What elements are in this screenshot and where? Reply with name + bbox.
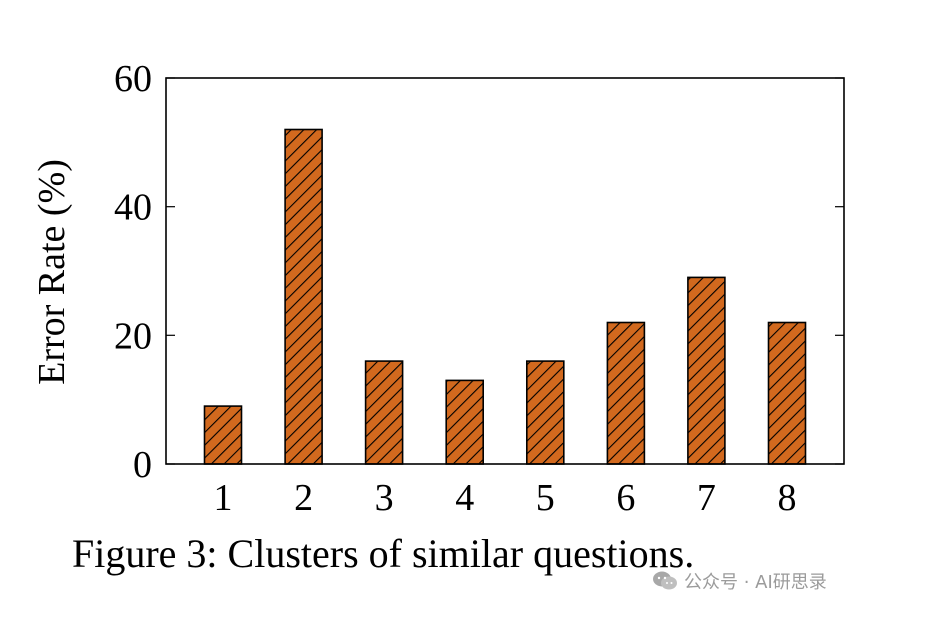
watermark: 公众号 · AI研思录: [652, 568, 827, 594]
plot-frame: [165, 77, 845, 465]
y-tick-label: 40: [114, 187, 152, 229]
x-axis: 1 2 3 4 5 6 7 8: [214, 477, 797, 519]
bar-7: [687, 276, 726, 465]
bar-5: [525, 360, 565, 465]
x-tick-label: 6: [616, 477, 635, 519]
x-tick-label: 2: [294, 477, 313, 519]
x-tick-label: 4: [455, 477, 474, 519]
x-tick-label: 8: [778, 477, 797, 519]
y-tick-label: 60: [114, 58, 152, 100]
bar-2: [284, 128, 323, 465]
bar-1: [203, 405, 243, 465]
bar-chart: 0 20 40 60 1 2 3 4 5 6 7 8 Error Rate (%): [31, 58, 845, 519]
bars-group: [203, 128, 807, 465]
y-axis-label: Error Rate (%): [31, 159, 73, 385]
y-axis: 0 20 40 60: [114, 58, 844, 486]
wechat-icon: [653, 571, 677, 590]
x-tick-label: 5: [536, 477, 555, 519]
bar-6: [606, 321, 646, 465]
bar-8: [767, 321, 807, 465]
y-tick-label: 0: [133, 444, 152, 486]
y-tick-label: 20: [114, 315, 152, 357]
x-tick-label: 7: [697, 477, 716, 519]
bar-3: [364, 360, 404, 465]
x-tick-label: 1: [214, 477, 233, 519]
bar-4: [445, 379, 485, 465]
watermark-text: 公众号 · AI研思录: [684, 572, 827, 593]
x-tick-label: 3: [375, 477, 394, 519]
figure-caption: Figure 3: Clusters of similar questions.: [72, 531, 695, 576]
